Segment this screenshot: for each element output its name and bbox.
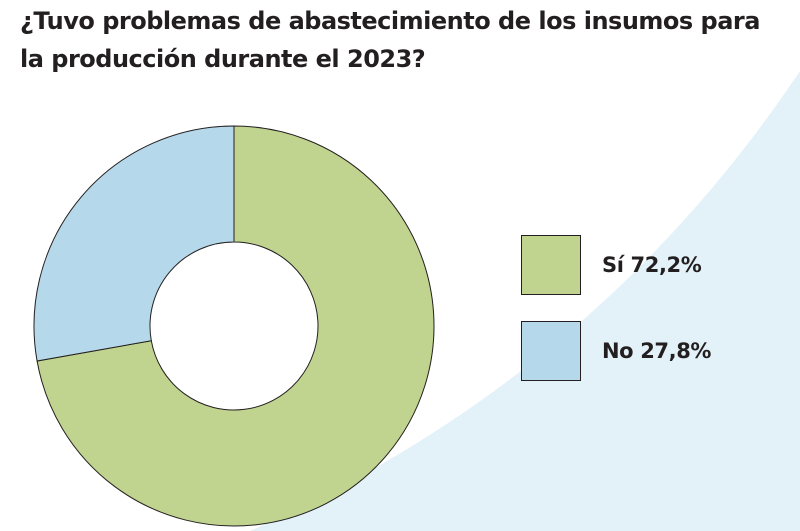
legend-swatch-no bbox=[521, 321, 581, 381]
legend-swatch-si bbox=[521, 235, 581, 295]
legend-item-si: Sí 72,2% bbox=[521, 235, 702, 295]
legend-value-no: 27,8% bbox=[640, 339, 712, 363]
legend-value-si: 72,2% bbox=[630, 253, 702, 277]
legend-label-si: Sí bbox=[602, 253, 624, 277]
legend-item-no: No 27,8% bbox=[521, 321, 711, 381]
donut-slice-no bbox=[33, 125, 235, 362]
background-swoosh-shape bbox=[250, 71, 800, 531]
legend-text-si: Sí 72,2% bbox=[602, 253, 702, 277]
chart-title: ¿Tuvo problemas de abastecimiento de los… bbox=[20, 7, 760, 73]
donut-slice-si bbox=[36, 125, 435, 527]
donut-slices bbox=[33, 125, 435, 527]
legend-label-no: No bbox=[602, 339, 634, 363]
legend-text-no: No 27,8% bbox=[602, 339, 711, 363]
